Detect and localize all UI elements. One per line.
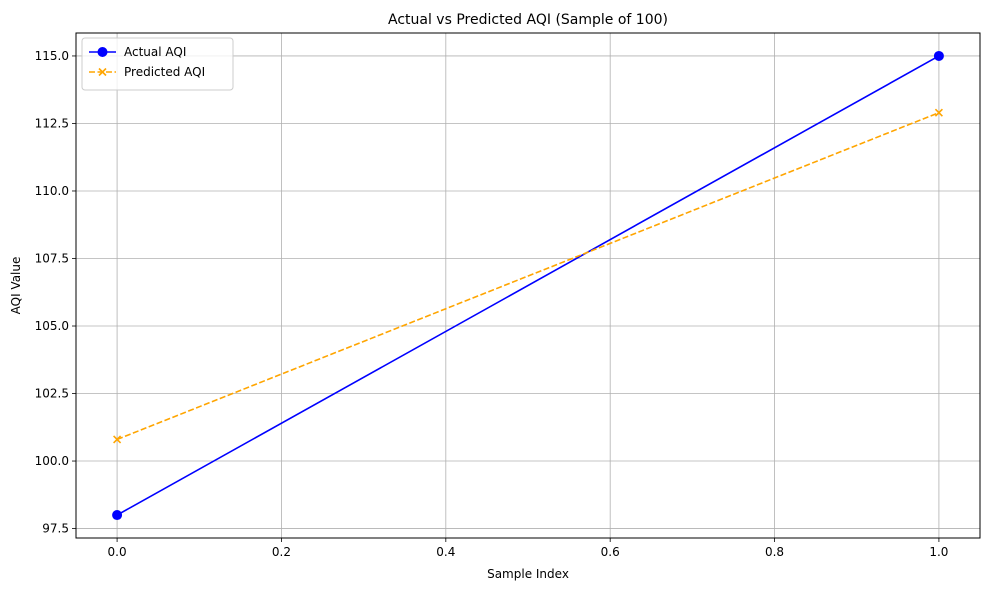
data-point	[934, 108, 943, 117]
x-tick-label: 0.2	[272, 545, 291, 559]
y-tick-label: 100.0	[35, 454, 69, 468]
y-tick-label: 97.5	[42, 522, 69, 536]
legend-item: Actual AQI	[89, 45, 186, 59]
series-line-2	[116, 111, 940, 441]
x-tick-label: 0.0	[108, 545, 127, 559]
y-tick-label: 110.0	[35, 184, 69, 198]
legend-box	[81, 37, 234, 91]
legend-label: Actual AQI	[124, 45, 186, 59]
legend-marker	[98, 67, 107, 77]
y-tick-label: 105.0	[35, 319, 69, 333]
grid	[76, 33, 980, 538]
data-point	[112, 510, 123, 521]
y-axis-label: AQI Value	[9, 257, 23, 315]
legend-label: Predicted AQI	[124, 65, 205, 79]
legend-item: Predicted AQI	[89, 65, 205, 79]
x-tick-label: 1.0	[929, 545, 948, 559]
x-tick-label: 0.8	[765, 545, 784, 559]
x-axis-label: Sample Index	[487, 567, 569, 581]
chart-title: Actual vs Predicted AQI (Sample of 100)	[388, 12, 668, 28]
data-point	[113, 435, 122, 444]
y-tick-label: 107.5	[35, 251, 69, 265]
y-tick-label: 112.5	[35, 116, 69, 130]
x-tick-label: 0.4	[436, 545, 455, 559]
legend-marker	[97, 47, 108, 57]
x-tick-label: 0.6	[601, 545, 620, 559]
series-line-1	[116, 55, 940, 516]
series-layer	[112, 50, 944, 521]
axis-ticks: 0.0 0.2 0.4 0.6 0.8 1.0 97.5 100.0 102.5 105.0 107…	[35, 49, 949, 559]
legend: Actual AQI Predicted AQI	[81, 37, 234, 91]
y-tick-label: 115.0	[35, 49, 69, 63]
data-point	[933, 50, 944, 61]
plot-frame	[75, 32, 981, 539]
y-tick-label: 102.5	[35, 387, 69, 401]
